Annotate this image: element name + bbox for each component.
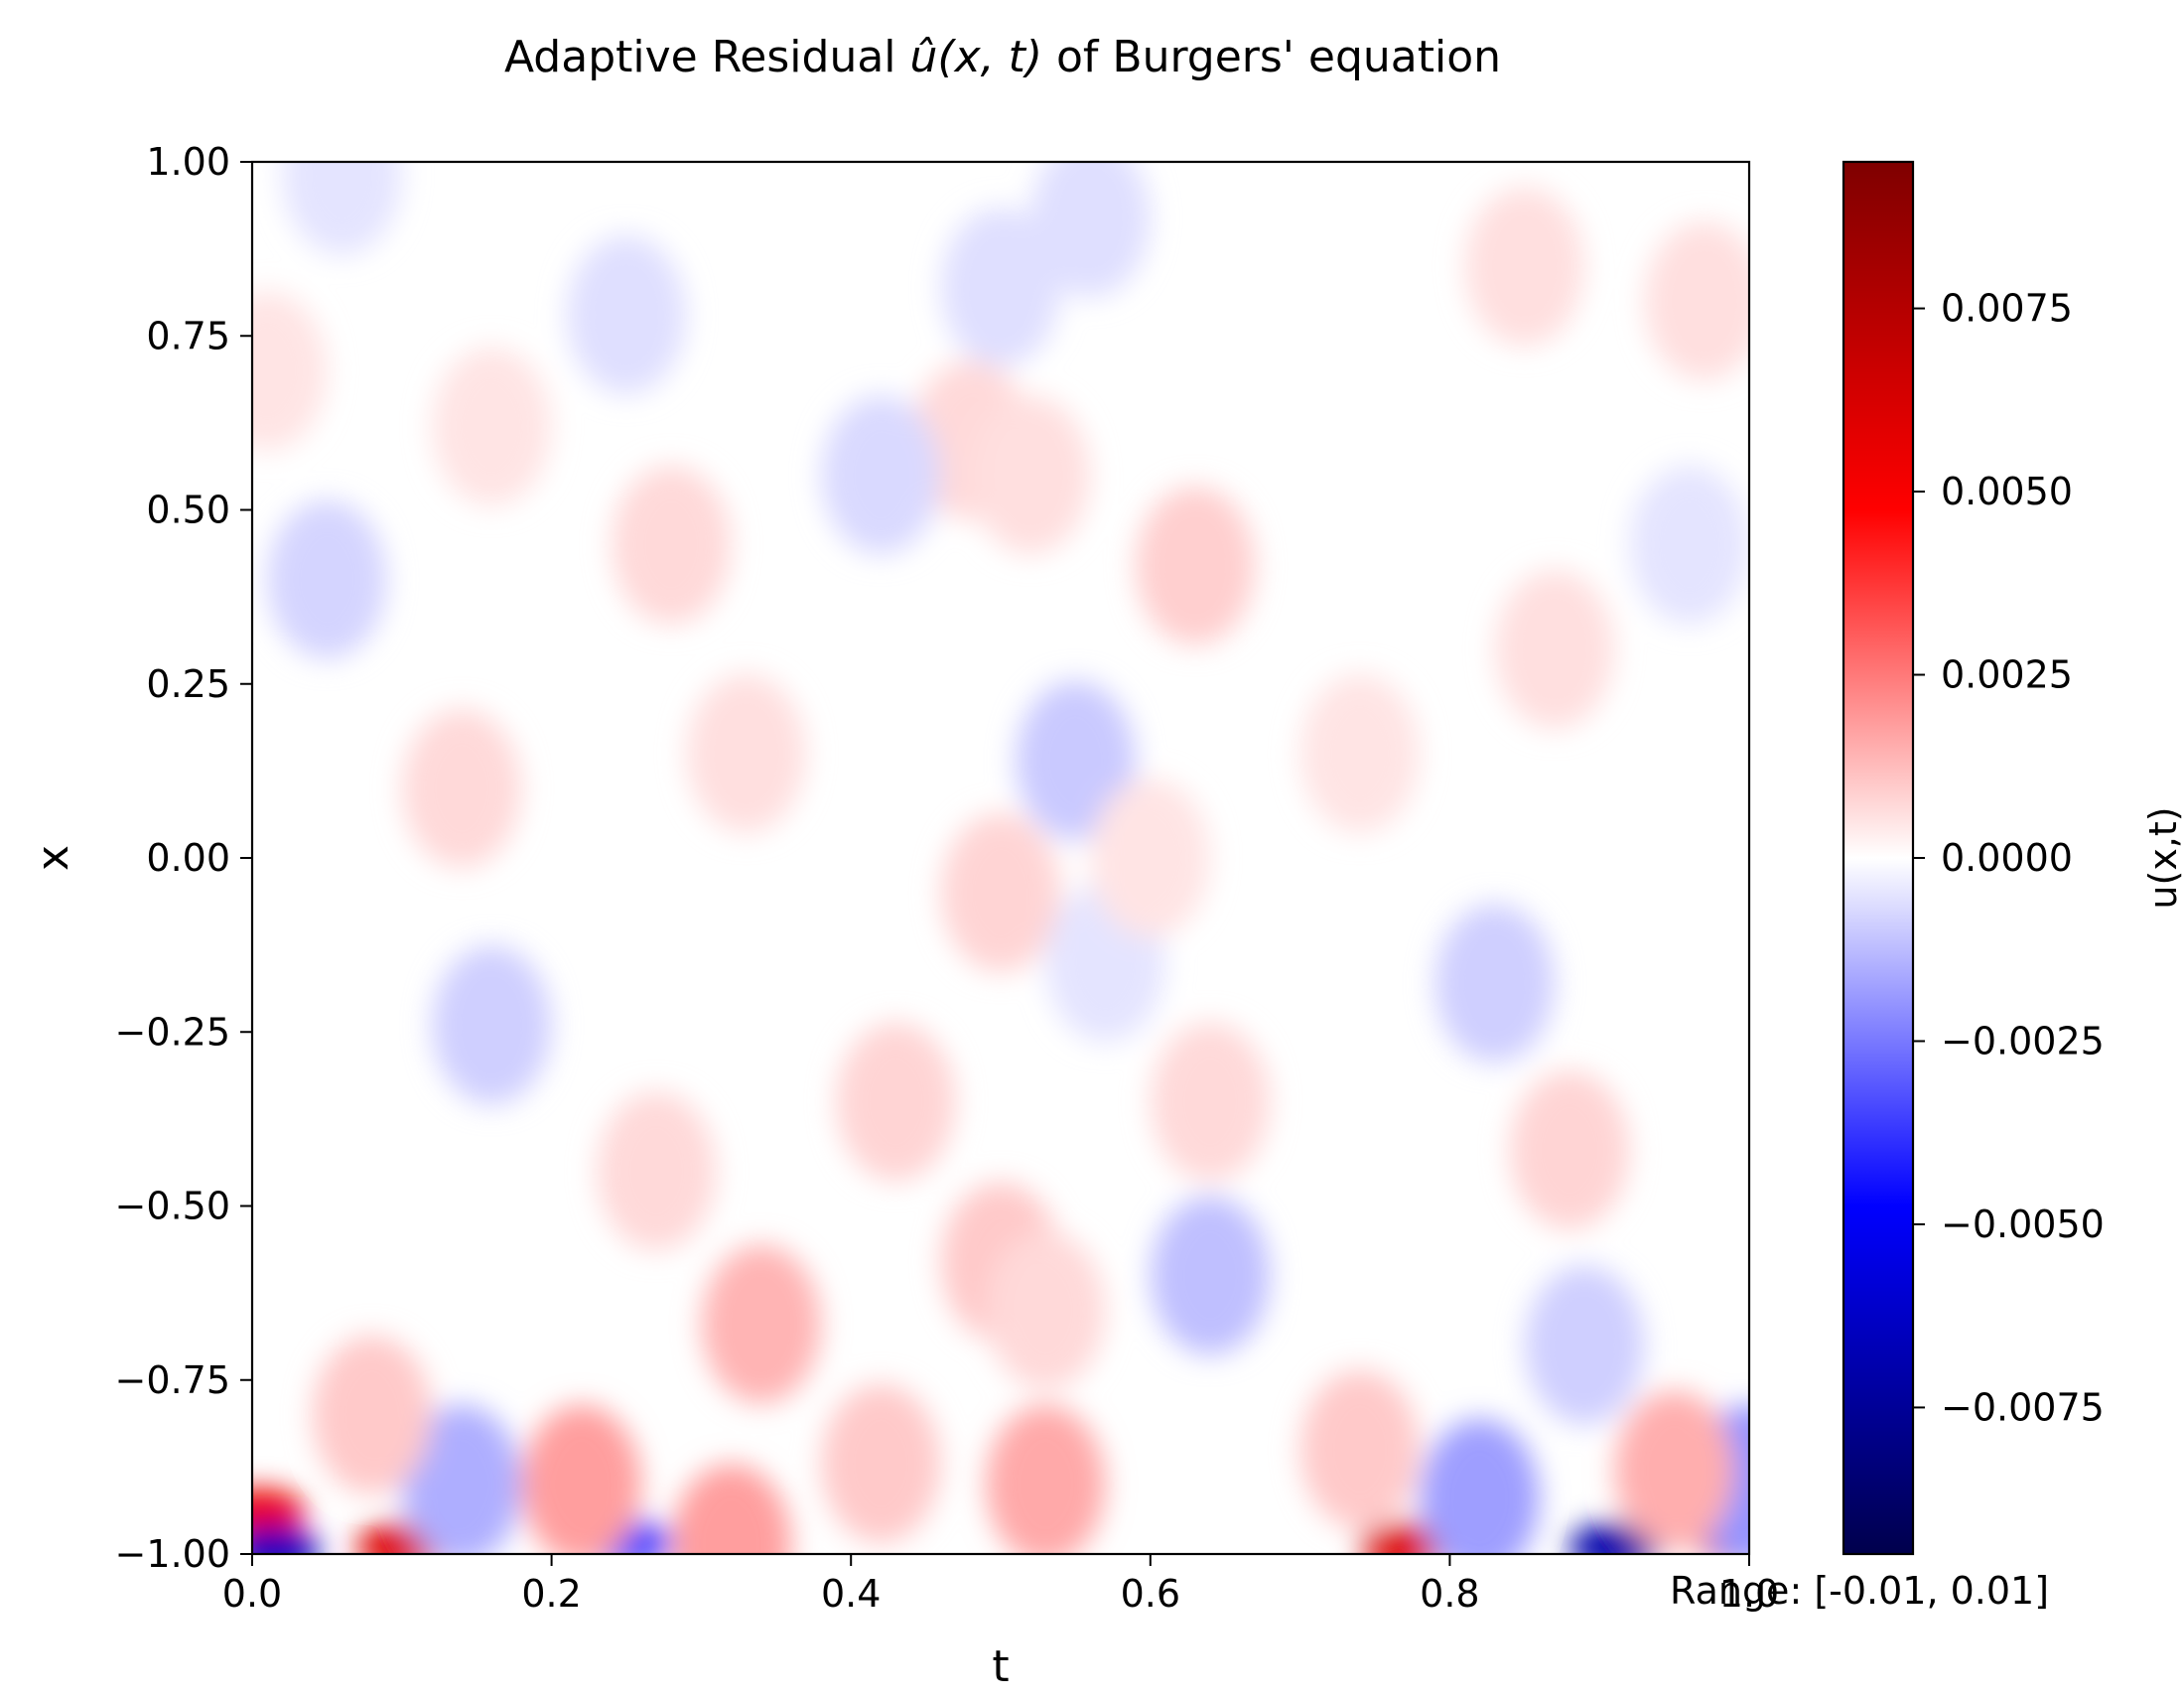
- heatmap-cell: [1136, 486, 1256, 645]
- heatmap-cell: [701, 1244, 821, 1404]
- heatmap-cell: [1525, 1265, 1645, 1425]
- colorbar-tick-label: −0.0075: [1941, 1385, 2105, 1429]
- y-tick-label: −0.50: [115, 1185, 230, 1228]
- y-axis-label: x: [28, 845, 78, 871]
- heatmap-cell: [1434, 904, 1555, 1063]
- y-tick-label: −0.75: [115, 1358, 230, 1402]
- heatmap-cell: [1644, 221, 1749, 381]
- heatmap-cell: [282, 162, 402, 255]
- colorbar-tick-label: 0.0050: [1941, 470, 2073, 513]
- heatmap-cell: [971, 395, 1091, 555]
- colorbar: 0.0075 0.0050 0.0025 0.0000 −0.0025 −0.0050 −0…: [1842, 160, 2184, 1556]
- heatmap-cell: [1464, 187, 1584, 347]
- colorbar-label: u(x,t): [2141, 806, 2184, 909]
- heatmap-cell: [252, 291, 328, 451]
- heatmap-cell: [941, 813, 1060, 973]
- heatmap-cell: [402, 708, 522, 868]
- heatmap-cell: [941, 208, 1060, 367]
- heatmap-cell: [821, 395, 941, 555]
- x-axis-label: t: [992, 1641, 1009, 1692]
- heatmap-cell: [402, 1404, 522, 1554]
- heatmap-cell: [1510, 1070, 1630, 1230]
- x-tick-label: 0.4: [821, 1572, 881, 1616]
- x-tick-label: 0.6: [1121, 1572, 1180, 1616]
- heatmap-cell: [1299, 1369, 1420, 1529]
- y-tick-label: 0.00: [146, 836, 230, 880]
- heatmap-cell: [1629, 465, 1749, 625]
- heatmap-cell: [1016, 680, 1136, 840]
- y-tick-label: 0.25: [146, 662, 230, 706]
- heatmap-cell: [252, 1526, 321, 1554]
- heatmap-cells: [252, 162, 1749, 1554]
- heatmap-cell: [1614, 1390, 1734, 1550]
- heatmap-cell: [836, 1022, 956, 1182]
- heatmap-cell: [821, 1383, 941, 1543]
- heatmap-cell: [671, 1464, 791, 1554]
- heatmap-cell: [1299, 673, 1420, 833]
- heatmap-cell: [1151, 1022, 1271, 1182]
- colorbar-tick-label: 0.0075: [1941, 287, 2073, 331]
- colorbar-tick-label: −0.0025: [1941, 1019, 2105, 1062]
- heatmap-cell: [267, 499, 387, 659]
- heatmap-cell: [1420, 1418, 1540, 1554]
- x-tick-label: 0.2: [521, 1572, 581, 1616]
- heatmap-cell: [1030, 162, 1151, 298]
- heatmap-cell: [312, 1335, 432, 1494]
- y-tick-label: −1.00: [115, 1532, 230, 1576]
- colorbar-tick-label: 0.0000: [1941, 836, 2073, 880]
- y-tick-label: 1.00: [146, 140, 230, 184]
- x-tick-label: 0.0: [222, 1572, 282, 1616]
- x-tick-label: 1.0: [1719, 1572, 1779, 1616]
- x-axis: 0.0 0.2 0.4 0.6 0.8 1.0: [222, 1554, 1779, 1616]
- range-annotation: Range: [-0.01, 0.01]: [1670, 1569, 2049, 1613]
- colorbar-gradient: [1842, 160, 1915, 1556]
- colorbar-tick-label: 0.0025: [1941, 653, 2073, 697]
- heatmap-cell: [432, 347, 552, 506]
- heatmap-cell: [612, 465, 732, 625]
- heatmap-cell: [686, 673, 806, 833]
- heatmap-plot-area: [250, 160, 1751, 1556]
- heatmap-cell: [1494, 569, 1614, 729]
- y-tick-label: 0.50: [146, 489, 230, 532]
- heatmap-cell: [986, 1230, 1106, 1390]
- heatmap-cell: [1090, 779, 1210, 937]
- y-axis: 1.00 0.75 0.50 0.25 0.00 −0.25 −0.50 −0.75 −1.00: [115, 140, 252, 1576]
- x-tick-label: 0.8: [1420, 1572, 1479, 1616]
- y-tick-label: 0.75: [146, 314, 230, 357]
- heatmap-cell: [432, 945, 552, 1105]
- heatmap-cell: [597, 1091, 717, 1251]
- colorbar-ticks: 0.0075 0.0050 0.0025 0.0000 −0.0025 −0.0050 −0…: [1913, 287, 2105, 1429]
- colorbar-tick-label: −0.0050: [1941, 1203, 2105, 1246]
- heatmap-cell: [567, 235, 686, 395]
- heatmap-cell: [521, 1404, 641, 1554]
- heatmap-cell: [252, 1488, 306, 1536]
- y-tick-label: −0.25: [115, 1010, 230, 1054]
- heatmap-cell: [1151, 1196, 1271, 1355]
- heatmap-cell: [986, 1404, 1106, 1554]
- chart-title: Adaptive Residual û(x, t) of Burgers' eq…: [504, 32, 1501, 82]
